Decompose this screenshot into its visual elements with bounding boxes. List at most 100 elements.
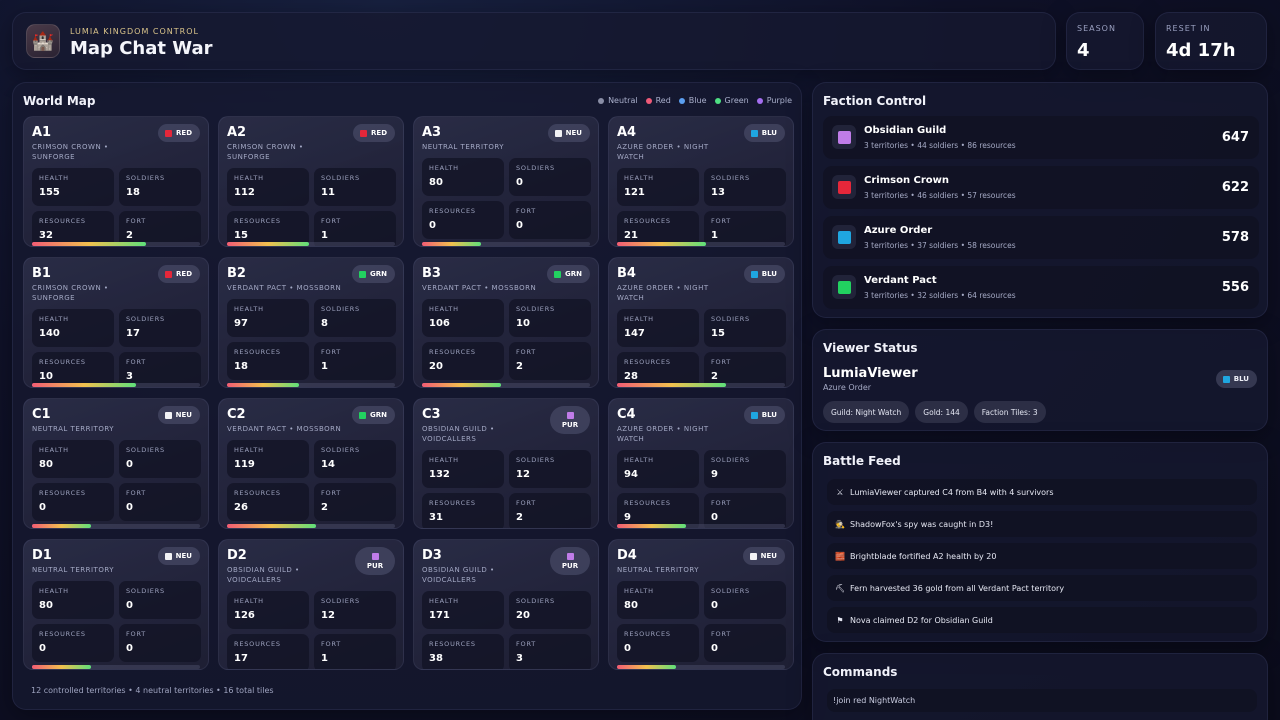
health-bar-fill (617, 665, 676, 669)
stat-label: FORT (711, 499, 732, 507)
tile-id: B2 (227, 266, 246, 281)
health-bar-fill (32, 524, 91, 528)
tile-owner: NEUTRAL TERRITORY (32, 425, 115, 433)
faction-color-icon (359, 411, 366, 419)
territory-tile-c1[interactable]: C1 NEUTRAL TERRITORY NEU HEALTH 80 SOLDIERS 0 R… (23, 398, 209, 529)
stat-label: SOLDIERS (516, 305, 555, 313)
territory-tile-b4[interactable]: B4 AZURE ORDER • NIGHT WATCH BLU HEALTH 147 S… (608, 257, 794, 388)
stat-label: SOLDIERS (516, 597, 555, 605)
faction-color-icon (164, 411, 172, 419)
stat-health: HEALTH 121 (617, 168, 699, 206)
territory-tile-a2[interactable]: A2 CRIMSON CROWN • SUNFORGE RED HEALTH 112 SO… (218, 116, 404, 247)
territory-tile-d3[interactable]: D3 OBSIDIAN GUILD • VOIDCALLERS PUR HEALTH 1… (413, 539, 599, 670)
stat-value: 3 (126, 371, 133, 382)
stat-label: RESOURCES (39, 358, 86, 366)
stat-value: 80 (624, 600, 638, 611)
stat-resources: RESOURCES 0 (32, 483, 114, 521)
territory-tile-a1[interactable]: A1 CRIMSON CROWN • SUNFORGE RED HEALTH 155 SO… (23, 116, 209, 247)
faction-color-icon (832, 175, 856, 199)
faction-badge: PUR (355, 547, 395, 575)
territory-tile-b2[interactable]: B2 VERDANT PACT • MOSSBORN GRN HEALTH 97 SOLD… (218, 257, 404, 388)
faction-color-icon (359, 270, 366, 278)
world-map-panel: World Map Neutral Red Blue Green Purple … (12, 82, 802, 710)
tile-stats: HEALTH 80 SOLDIERS 0 RESOURCES 0 FORT 0 (617, 581, 786, 662)
territory-tile-c2[interactable]: C2 VERDANT PACT • MOSSBORN GRN HEALTH 119 SOL… (218, 398, 404, 529)
stat-fort: FORT 1 (704, 211, 786, 246)
territory-tile-c4[interactable]: C4 AZURE ORDER • NIGHT WATCH BLU HEALTH 94 SO… (608, 398, 794, 529)
feed-text: LumiaViewer captured C4 from B4 with 4 s… (850, 487, 1054, 497)
stat-label: HEALTH (624, 174, 654, 182)
tile-stats: HEALTH 80 SOLDIERS 0 RESOURCES 0 FORT 0 (32, 581, 201, 662)
stat-soldiers: SOLDIERS 8 (314, 299, 396, 337)
stat-label: SOLDIERS (711, 174, 750, 182)
stat-value: 0 (711, 643, 718, 654)
faction-score: 578 (1221, 230, 1249, 245)
territory-tile-d4[interactable]: D4 NEUTRAL TERRITORY NEU HEALTH 80 SOLDIERS 0 R… (608, 539, 794, 670)
territory-tile-c3[interactable]: C3 OBSIDIAN GUILD • VOIDCALLERS PUR HEALTH 1… (413, 398, 599, 529)
faction-meta: 3 territories • 46 soldiers • 57 resourc… (864, 191, 1016, 200)
stat-label: SOLDIERS (126, 315, 165, 323)
stat-label: HEALTH (624, 587, 654, 595)
stat-value: 2 (321, 502, 328, 513)
faction-color-icon (554, 270, 561, 278)
tile-id: A1 (32, 125, 52, 140)
faction-badge: BLU (743, 265, 785, 283)
faction-badge: GRN (352, 265, 395, 283)
health-bar (227, 242, 395, 246)
stat-label: FORT (516, 348, 537, 356)
health-bar-fill (617, 242, 707, 246)
stat-value: 15 (234, 230, 248, 241)
stat-value: 11 (321, 187, 335, 198)
feed-item: ⚔ LumiaViewer captured C4 from B4 with 4 … (827, 479, 1257, 505)
legend-label: Green (724, 96, 749, 105)
command-item[interactable]: !join red NightWatch (827, 689, 1257, 712)
stat-soldiers: SOLDIERS 0 (704, 581, 786, 619)
stat-label: RESOURCES (234, 217, 281, 225)
health-bar (422, 242, 590, 246)
territory-tile-b3[interactable]: B3 VERDANT PACT • MOSSBORN GRN HEALTH 106 SOL… (413, 257, 599, 388)
tile-stats: HEALTH 171 SOLDIERS 20 RESOURCES 38 FORT 3 (422, 591, 591, 669)
legend-label: Red (655, 96, 671, 105)
map-legend: Neutral Red Blue Green Purple (598, 96, 792, 105)
stat-health: HEALTH 132 (422, 450, 504, 488)
badge-label: PUR (366, 561, 384, 570)
legend-blue: Blue (678, 96, 707, 105)
territory-tile-b1[interactable]: B1 CRIMSON CROWN • SUNFORGE RED HEALTH 140 SO… (23, 257, 209, 388)
stat-health: HEALTH 140 (32, 309, 114, 347)
health-bar (32, 242, 200, 246)
legend-purple: Purple (756, 96, 792, 105)
tile-id: C4 (617, 407, 636, 422)
territory-grid: A1 CRIMSON CROWN • SUNFORGE RED HEALTH 155 SO… (23, 116, 794, 670)
tile-id: D4 (617, 548, 637, 563)
territory-tile-d2[interactable]: D2 OBSIDIAN GUILD • VOIDCALLERS PUR HEALTH 1… (218, 539, 404, 670)
territory-tile-d1[interactable]: D1 NEUTRAL TERRITORY NEU HEALTH 80 SOLDIERS 0 R… (23, 539, 209, 670)
stat-label: RESOURCES (39, 489, 86, 497)
stat-fort: FORT 0 (119, 483, 201, 521)
territory-tile-a3[interactable]: A3 NEUTRAL TERRITORY NEU HEALTH 80 SOLDIERS 0 R… (413, 116, 599, 247)
stat-fort: FORT 0 (704, 493, 786, 528)
stat-health: HEALTH 126 (227, 591, 309, 629)
badge-label: RED (176, 129, 192, 137)
faction-score: 622 (1221, 180, 1249, 195)
stat-value: 1 (321, 230, 328, 241)
season-label: SEASON (1077, 24, 1116, 33)
spy-icon: 🕵 (835, 519, 845, 529)
faction-badge: PUR (550, 406, 590, 434)
stat-label: SOLDIERS (321, 305, 360, 313)
legend-label: Blue (688, 96, 707, 105)
stat-value: 18 (234, 361, 248, 372)
faction-badge: BLU (743, 124, 785, 142)
tile-id: C1 (32, 407, 51, 422)
stat-value: 0 (126, 600, 133, 611)
stat-label: HEALTH (39, 446, 69, 454)
stat-label: HEALTH (39, 315, 69, 323)
stat-label: RESOURCES (624, 358, 671, 366)
faction-color-icon (750, 129, 758, 137)
stat-health: HEALTH 80 (422, 158, 504, 196)
stat-label: FORT (711, 358, 732, 366)
tile-id: B4 (617, 266, 636, 281)
stat-fort: FORT 2 (314, 483, 396, 521)
territory-tile-a4[interactable]: A4 AZURE ORDER • NIGHT WATCH BLU HEALTH 121 S… (608, 116, 794, 247)
faction-swatch (837, 230, 851, 244)
stat-label: SOLDIERS (711, 456, 750, 464)
